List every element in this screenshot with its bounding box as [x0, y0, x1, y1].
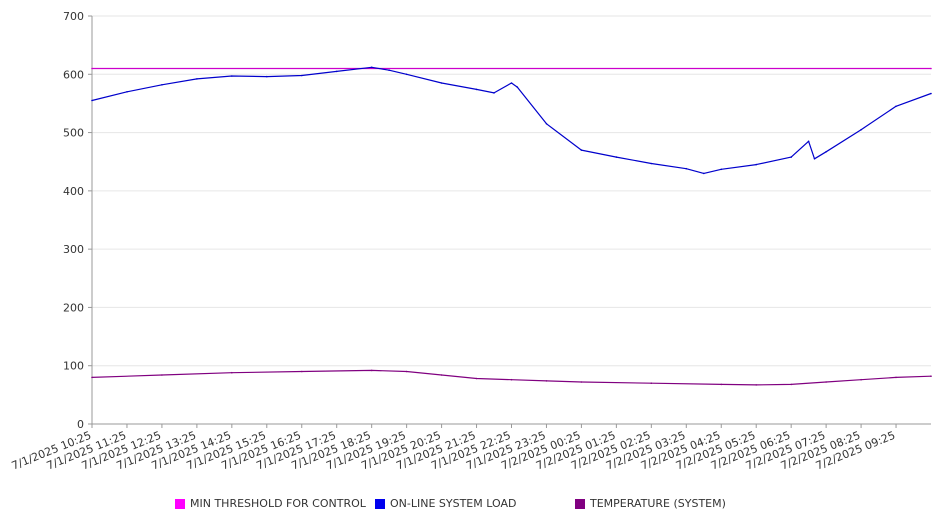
- legend-swatch-threshold: [175, 498, 185, 509]
- series-1-point: [388, 69, 390, 71]
- series-1-point: [545, 123, 548, 125]
- series-2-point: [405, 370, 408, 373]
- series-2-point: [301, 370, 303, 373]
- legend-swatch-system-load: [375, 498, 385, 509]
- legend-label-system-load: ON-LINE SYSTEM LOAD: [390, 497, 517, 510]
- series-2-point: [790, 383, 792, 386]
- y-tick-label: 600: [63, 68, 84, 81]
- grid-lines: [92, 15, 931, 425]
- series-1-point: [301, 74, 303, 77]
- legend: MIN THRESHOLD FOR CONTROL ON-LINE SYSTEM…: [0, 497, 946, 515]
- series-2-point: [161, 374, 163, 376]
- series-2-point: [475, 377, 478, 380]
- y-tick-label: 400: [63, 185, 84, 198]
- series-2-point: [895, 376, 897, 379]
- series-1-point: [510, 82, 513, 84]
- series-0-point: [91, 67, 93, 70]
- legend-swatch-temperature: [575, 498, 585, 509]
- series-1-point: [650, 162, 653, 165]
- y-tick-label: 300: [63, 243, 84, 256]
- y-tick-label: 500: [63, 127, 84, 140]
- series-2-point: [580, 381, 583, 383]
- series-2-point: [91, 376, 93, 379]
- series-1-point: [755, 163, 757, 166]
- series-1-point: [405, 73, 408, 76]
- series-1-point: [790, 156, 792, 158]
- y-tick-label: 700: [63, 10, 84, 23]
- series-1-point: [370, 66, 373, 69]
- series-1-point: [161, 84, 163, 86]
- y-tick-label: 200: [63, 301, 84, 314]
- series-1-point: [126, 91, 128, 93]
- series-1-point: [440, 82, 443, 84]
- legend-item-system-load[interactable]: ON-LINE SYSTEM LOAD: [375, 497, 516, 510]
- series-2-point: [510, 378, 513, 381]
- series-1-point: [196, 78, 198, 80]
- series-2-point: [755, 384, 757, 386]
- series-1-point: [720, 168, 723, 171]
- series-1-point: [860, 128, 862, 131]
- series-2-point: [930, 375, 932, 378]
- series-1-point: [930, 92, 932, 95]
- series-2-point: [720, 383, 723, 386]
- series-2-point: [440, 374, 443, 376]
- series-1-point: [266, 75, 268, 78]
- series-1-point: [580, 149, 583, 151]
- series-1-point: [335, 70, 338, 73]
- line-chart: 0 100 200 300 400 500 600 700 7/1/2025 10:257/1…: [10, 10, 932, 472]
- series-2-point: [860, 378, 862, 381]
- series-1-point: [615, 156, 618, 158]
- series-line-2: [91, 369, 932, 386]
- series-2-point: [825, 381, 827, 383]
- y-axis-ticks: 0 100 200 300 400 500 600 700: [63, 10, 92, 431]
- series-1-point: [895, 105, 897, 108]
- legend-item-temperature[interactable]: TEMPERATURE (SYSTEM): [575, 497, 726, 510]
- series-1-point: [516, 86, 519, 88]
- series-lines: [91, 66, 932, 386]
- series-1-point: [493, 92, 495, 94]
- series-2-point: [370, 369, 373, 372]
- series-1-point: [825, 151, 827, 153]
- series-0-point: [930, 67, 932, 70]
- series-1-point: [813, 158, 816, 160]
- series-1-point: [91, 99, 93, 102]
- series-2-point: [545, 380, 548, 382]
- series-2-point: [650, 382, 653, 385]
- series-1-point: [685, 167, 688, 170]
- series-1-point: [703, 172, 705, 175]
- legend-label-threshold: MIN THRESHOLD FOR CONTROL: [190, 497, 366, 510]
- series-1-point: [475, 88, 478, 91]
- y-tick-label: 0: [77, 418, 84, 431]
- series-2-point: [231, 371, 233, 374]
- legend-item-threshold[interactable]: MIN THRESHOLD FOR CONTROL: [175, 497, 366, 510]
- legend-label-temperature: TEMPERATURE (SYSTEM): [590, 497, 726, 510]
- y-tick-label: 100: [63, 360, 84, 373]
- series-1-point: [807, 140, 810, 143]
- series-1-point: [231, 75, 233, 77]
- x-axis-ticks: 7/1/2025 10:257/1/2025 11:257/1/2025 12:…: [10, 424, 897, 472]
